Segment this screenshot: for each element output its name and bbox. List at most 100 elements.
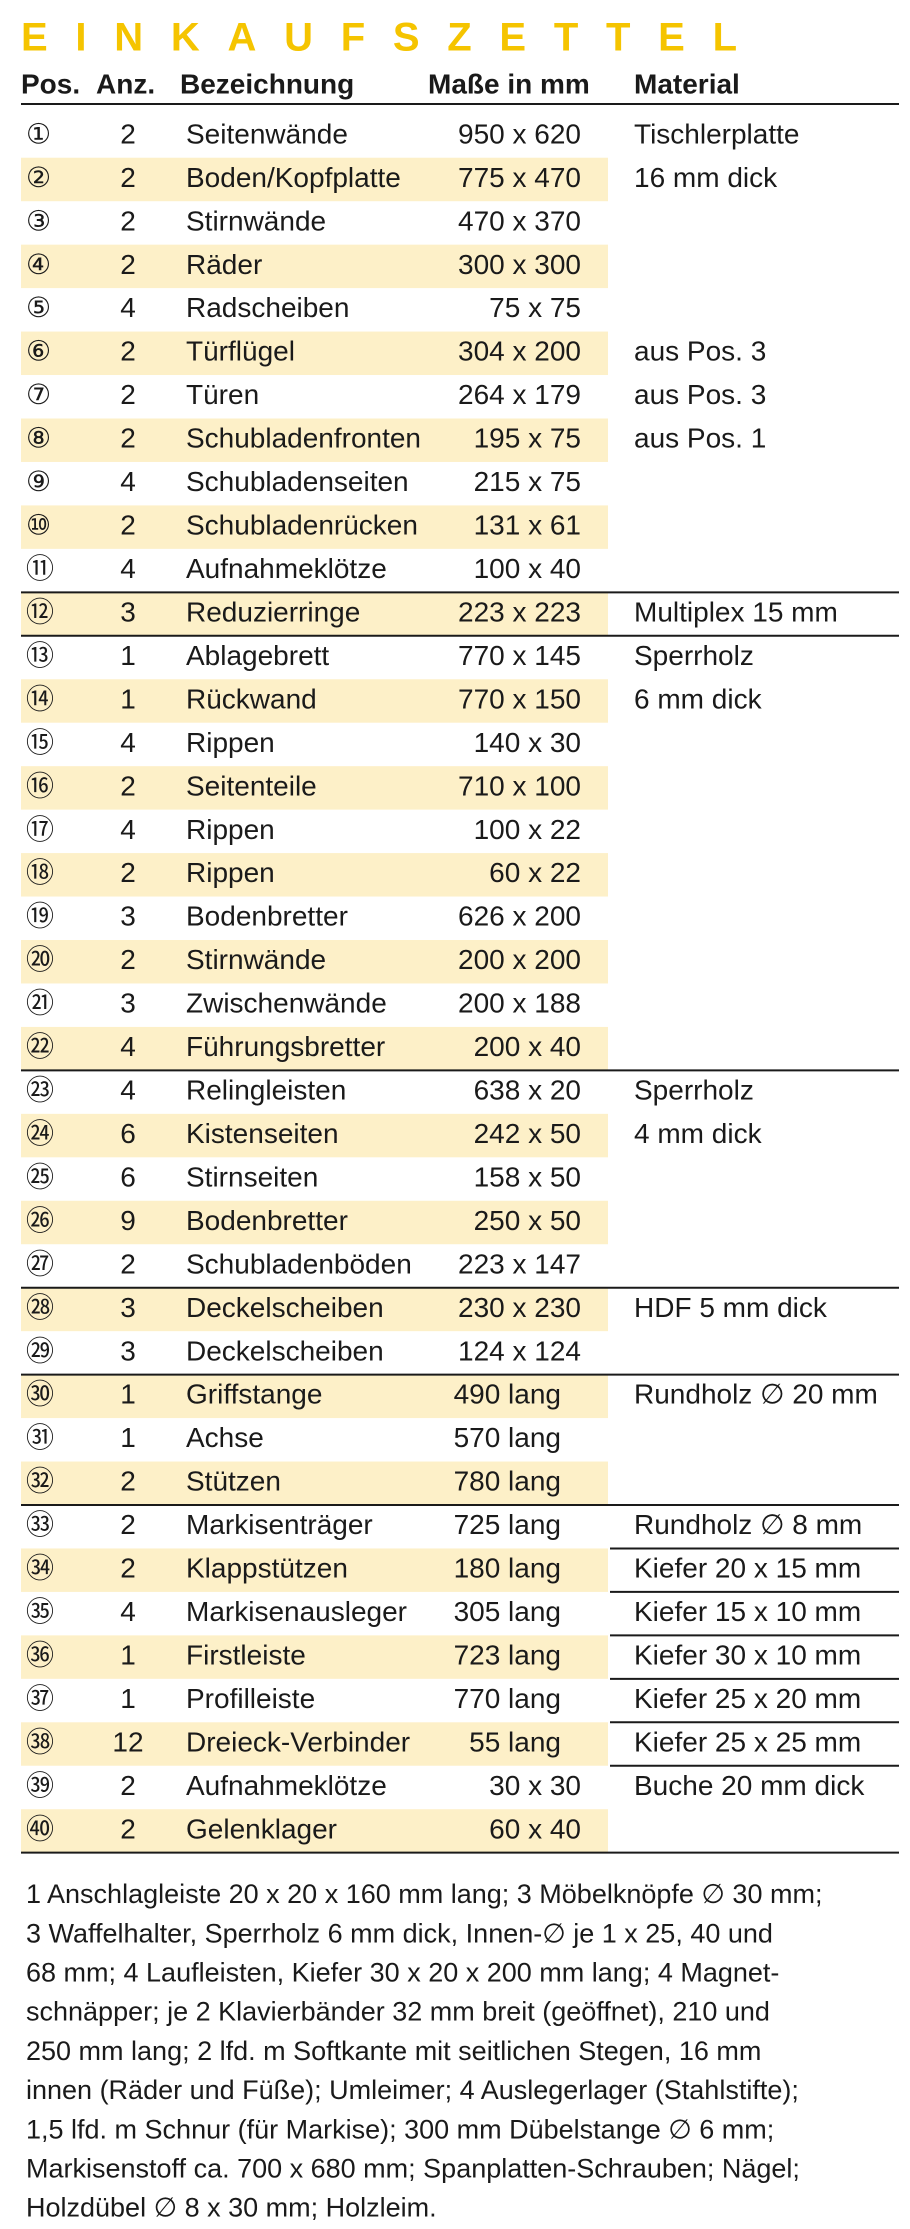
part-name: Seitenwände: [186, 118, 348, 149]
quantity: 3: [120, 901, 136, 932]
footer-line: schnäpper; je 2 Klavierbänder 32 mm brei…: [26, 1997, 770, 2027]
position: ㉕: [26, 1161, 54, 1192]
dimensions: 230 x 230: [458, 1292, 581, 1323]
position: ㉖: [26, 1205, 54, 1236]
dimensions: 60 x 22: [489, 857, 581, 888]
position: ㉜: [26, 1466, 54, 1497]
quantity: 12: [112, 1726, 143, 1757]
position: ㉘: [26, 1292, 54, 1323]
material: aus Pos. 3: [634, 379, 766, 410]
material: Kiefer 30 x 10 mm: [634, 1639, 861, 1670]
dimensions: 710 x 100: [458, 770, 581, 801]
quantity: 2: [120, 1248, 136, 1279]
footer-line: Markisenstoff ca. 700 x 680 mm; Spanplat…: [26, 2154, 800, 2184]
material: Buche 20 mm dick: [634, 1770, 865, 1801]
position: ⑧: [26, 423, 51, 454]
position: ㊳: [26, 1726, 54, 1757]
quantity: 4: [120, 1596, 136, 1627]
footer-line: Holzdübel ∅ 8 x 30 mm; Holzleim.: [26, 2193, 437, 2223]
quantity: 4: [120, 292, 136, 323]
part-name: Schubladenfronten: [186, 423, 421, 454]
position: ㉓: [26, 1075, 54, 1106]
position: ㊲: [26, 1683, 54, 1714]
quantity: 2: [120, 423, 136, 454]
header-qty: Anz.: [96, 68, 155, 99]
part-name: Rückwand: [186, 683, 317, 714]
position: ⑯: [26, 770, 54, 801]
quantity: 4: [120, 1075, 136, 1106]
material: Kiefer 20 x 15 mm: [634, 1553, 861, 1584]
row-highlight: [21, 1635, 608, 1679]
quantity: 1: [120, 683, 136, 714]
part-name: Zwischenwände: [186, 988, 387, 1019]
position: ⑤: [26, 292, 51, 323]
dimensions: 770 lang: [454, 1683, 561, 1714]
row-highlight: [21, 592, 608, 636]
quantity: 2: [120, 249, 136, 280]
material: Kiefer 25 x 20 mm: [634, 1683, 861, 1714]
footer-line: 250 mm lang; 2 lfd. m Softkante mit seit…: [26, 2036, 761, 2066]
position: ⑪: [26, 553, 54, 584]
quantity: 4: [120, 727, 136, 758]
dimensions: 30 x 30: [489, 1770, 581, 1801]
header-name: Bezeichnung: [180, 68, 354, 99]
part-name: Deckelscheiben: [186, 1335, 384, 1366]
dimensions: 770 x 145: [458, 640, 581, 671]
material: aus Pos. 1: [634, 423, 766, 454]
quantity: 4: [120, 466, 136, 497]
quantity: 2: [120, 510, 136, 541]
row-highlight: [21, 1026, 608, 1071]
dimensions: 124 x 124: [458, 1335, 581, 1366]
dimensions: 60 x 40: [489, 1813, 581, 1844]
row-highlight: [21, 1200, 608, 1245]
part-name: Rippen: [186, 814, 275, 845]
dimensions: 725 lang: [454, 1509, 561, 1540]
part-name: Türen: [186, 379, 259, 410]
header-size: Maße in mm: [428, 68, 590, 99]
part-name: Schubladenrücken: [186, 510, 418, 541]
part-name: Aufnahmeklötze: [186, 553, 387, 584]
dimensions: 626 x 200: [458, 901, 581, 932]
position: ㊴: [26, 1770, 54, 1801]
quantity: 3: [120, 988, 136, 1019]
footer-line: 3 Waffelhalter, Sperrholz 6 mm dick, Inn…: [26, 1918, 773, 1948]
dimensions: 723 lang: [454, 1639, 561, 1670]
quantity: 2: [120, 205, 136, 236]
footer-line: innen (Räder und Füße); Umleimer; 4 Ausl…: [26, 2075, 799, 2105]
position: ⑬: [26, 640, 54, 671]
dimensions: 180 lang: [454, 1553, 561, 1584]
material: 16 mm dick: [634, 162, 778, 193]
position: ㉑: [26, 988, 54, 1019]
material: Tischlerplatte: [634, 118, 799, 149]
quantity: 9: [120, 1205, 136, 1236]
quantity: 2: [120, 1553, 136, 1584]
part-name: Achse: [186, 1422, 264, 1453]
quantity: 6: [120, 1161, 136, 1192]
part-name: Deckelscheiben: [186, 1292, 384, 1323]
position: ㉛: [26, 1422, 54, 1453]
dimensions: 775 x 470: [458, 162, 581, 193]
dimensions: 215 x 75: [474, 466, 581, 497]
position: ①: [26, 118, 51, 149]
position: ㊵: [26, 1813, 54, 1844]
quantity: 2: [120, 336, 136, 367]
part-name: Türflügel: [186, 336, 295, 367]
position: ②: [26, 162, 51, 193]
quantity: 2: [120, 1509, 136, 1540]
row-highlight: [21, 505, 608, 549]
dimensions: 55 lang: [469, 1726, 561, 1757]
part-name: Radscheiben: [186, 292, 349, 323]
position: ⑫: [26, 596, 54, 627]
material: 6 mm dick: [634, 683, 763, 714]
quantity: 6: [120, 1118, 136, 1149]
dimensions: 305 lang: [454, 1596, 561, 1627]
position: ⑩: [26, 510, 51, 541]
part-name: Firstleiste: [186, 1639, 306, 1670]
dimensions: 638 x 20: [474, 1075, 581, 1106]
row-highlight: [21, 1287, 608, 1332]
quantity: 2: [120, 162, 136, 193]
dimensions: 131 x 61: [474, 510, 581, 541]
position: ㉚: [26, 1379, 54, 1410]
material: HDF 5 mm dick: [634, 1292, 828, 1323]
quantity: 2: [120, 770, 136, 801]
